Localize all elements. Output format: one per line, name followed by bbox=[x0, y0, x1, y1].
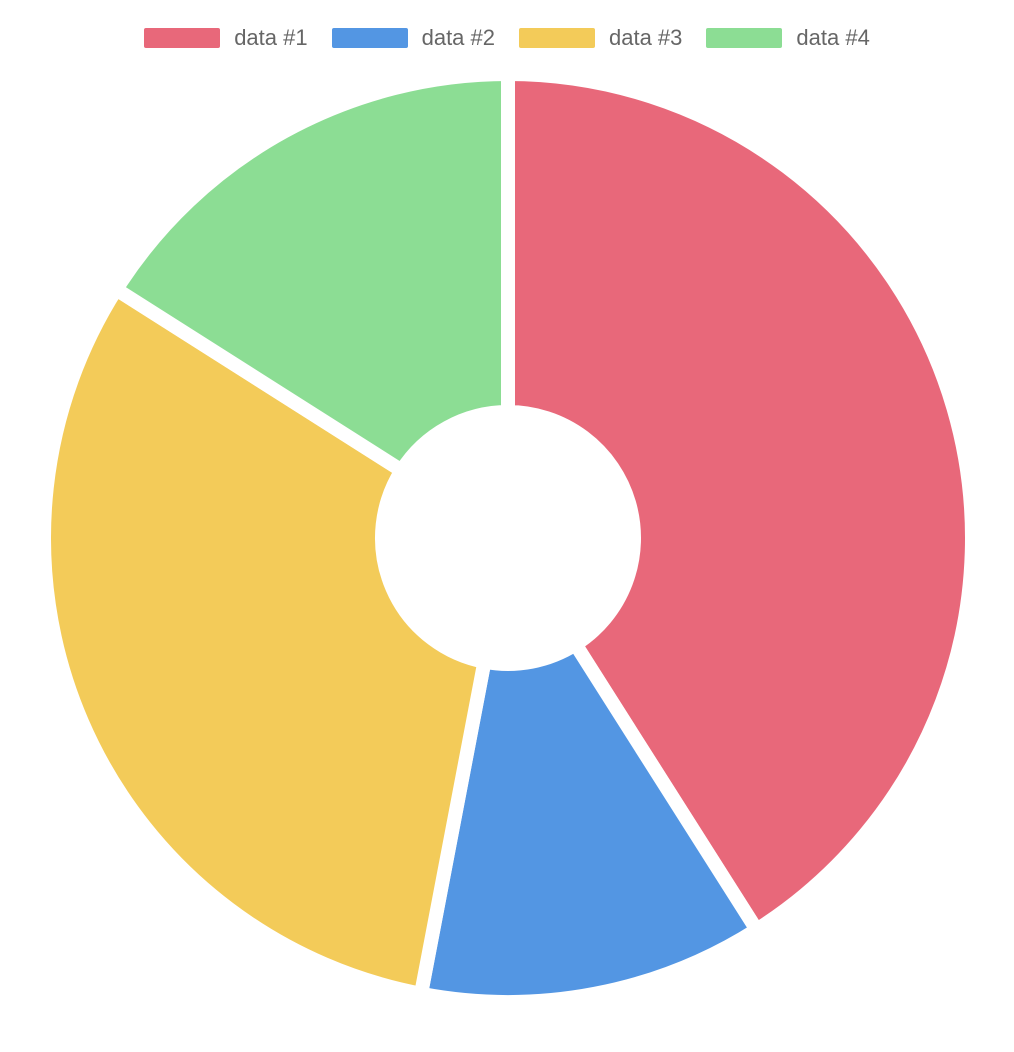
legend-swatch-data-3 bbox=[519, 28, 595, 48]
legend-swatch-data-1 bbox=[144, 28, 221, 48]
doughnut-slice-3[interactable] bbox=[37, 282, 492, 1001]
legend-label-data-3: data #3 bbox=[609, 25, 683, 50]
legend-label-data-4: data #4 bbox=[796, 25, 870, 50]
legend-item-data-4[interactable]: data #4 bbox=[706, 25, 870, 50]
legend-item-data-2[interactable]: data #2 bbox=[331, 25, 495, 50]
legend-swatch-data-2 bbox=[331, 28, 408, 48]
chart-legend: data #1 data #2 data #3 data #4 bbox=[0, 22, 1014, 54]
legend-item-data-3[interactable]: data #3 bbox=[519, 27, 682, 49]
legend-swatch-data-4 bbox=[706, 28, 783, 48]
legend-item-data-1[interactable]: data #1 bbox=[144, 25, 308, 50]
legend-label-data-2: data #2 bbox=[421, 25, 495, 50]
legend-label-data-1: data #1 bbox=[234, 25, 308, 50]
doughnut-slice-4[interactable] bbox=[109, 67, 515, 478]
doughnut-slice-2[interactable] bbox=[414, 637, 764, 1009]
